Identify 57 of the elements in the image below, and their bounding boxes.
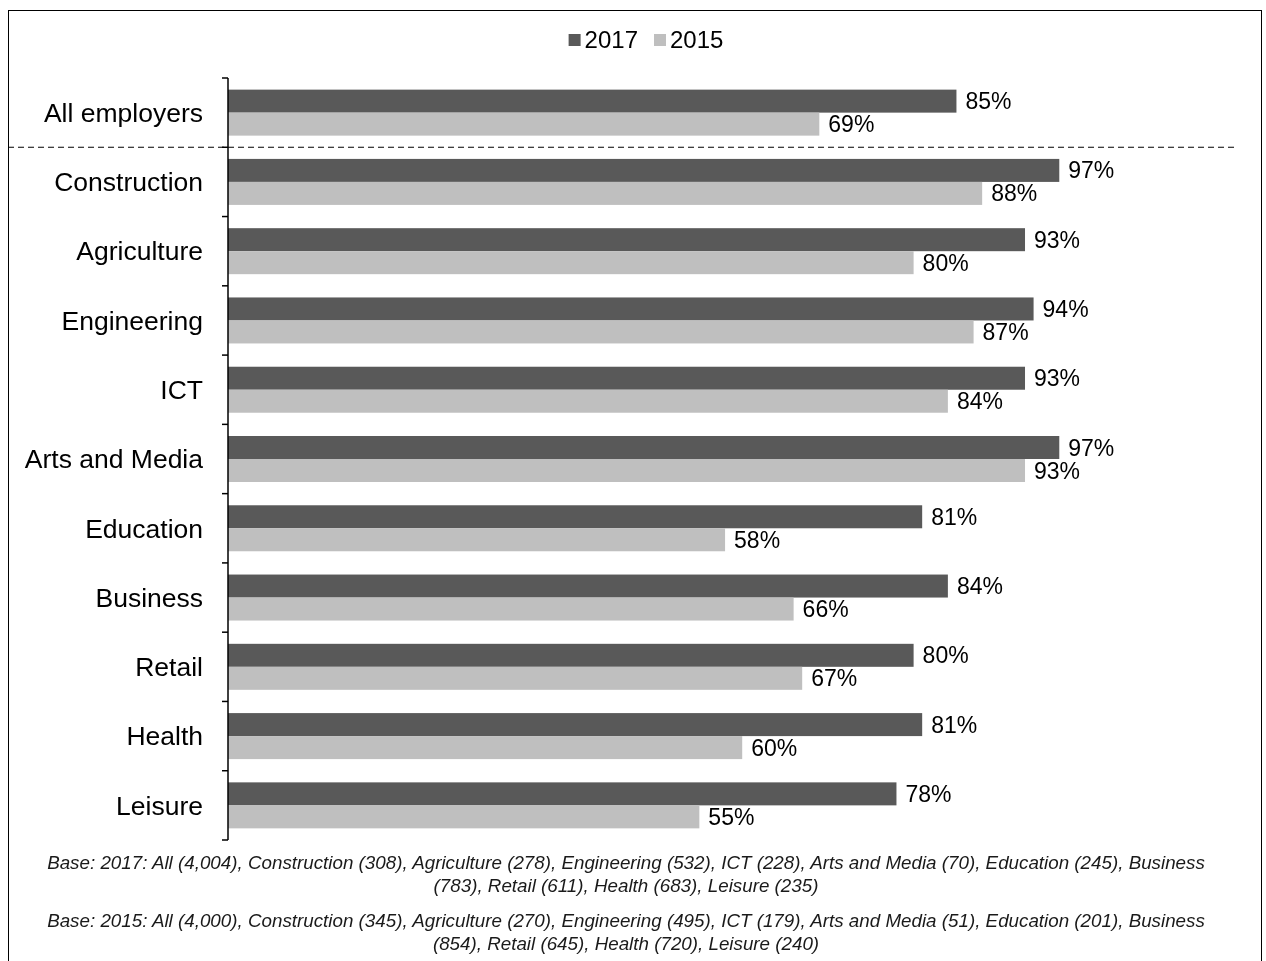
data-label: 69% <box>828 111 875 138</box>
data-label: 66% <box>802 596 849 623</box>
bar <box>228 597 794 621</box>
data-label: 93% <box>1034 226 1081 253</box>
bar <box>228 574 948 598</box>
data-label: 55% <box>708 803 755 830</box>
bar <box>228 436 1060 459</box>
data-label: 84% <box>956 573 1003 600</box>
bar <box>228 181 983 205</box>
bar <box>228 158 1060 182</box>
y-tick-label: All employers <box>43 97 203 128</box>
y-tick-label: Retail <box>135 652 203 683</box>
data-label: 81% <box>931 503 978 530</box>
y-tick-label: Agriculture <box>76 236 203 267</box>
bar <box>228 89 957 113</box>
y-tick-label: Health <box>126 721 203 752</box>
bar <box>228 320 974 344</box>
data-label: 67% <box>811 665 858 692</box>
data-label: 87% <box>982 319 1029 345</box>
bar <box>228 112 820 136</box>
data-label: 88% <box>991 180 1038 207</box>
y-tick-label: Construction <box>54 167 203 198</box>
data-label: 80% <box>922 642 969 669</box>
bar <box>228 805 700 829</box>
data-label: 78% <box>905 780 952 807</box>
y-tick-label: Education <box>85 513 203 544</box>
bar <box>228 528 726 552</box>
bar <box>228 251 914 275</box>
text: Base: 2017: All (4,004), Construction (308), Agriculture (278), Engineering (532), ICT (228), Arts and Media (70), Education (245), Business (783), Retail (611), Health (683), Leisure (235) <box>46 851 1206 897</box>
bar <box>228 782 897 806</box>
bar <box>228 666 803 690</box>
legend-label: 2017 <box>584 26 638 54</box>
data-label: 81% <box>931 711 978 738</box>
data-label: 80% <box>922 249 969 276</box>
data-label: 93% <box>1034 365 1081 392</box>
bar <box>228 505 923 529</box>
bar <box>228 643 914 667</box>
text: Base: 2015: All (4,000), Construction (345), Agriculture (270), Engineering (495), ICT (179), Arts and Media (51), Education (201), Business (854), Retail (645), Health (720), Leisure (240) <box>46 909 1206 955</box>
bar <box>228 713 923 737</box>
bar <box>228 389 948 413</box>
bar <box>228 459 1026 482</box>
data-label: 60% <box>751 734 798 761</box>
data-label: 58% <box>734 526 781 553</box>
y-tick-label: ICT <box>160 375 203 405</box>
y-tick-label: Business <box>95 582 203 613</box>
y-tick-label: Arts and Media <box>24 444 204 475</box>
data-label: 94% <box>1042 296 1089 323</box>
bar <box>228 366 1026 390</box>
data-label: 97% <box>1068 157 1115 184</box>
bar <box>228 297 1034 321</box>
data-label: 85% <box>965 88 1012 115</box>
y-tick-label: Engineering <box>61 305 203 336</box>
legend-label: 2015 <box>670 26 724 54</box>
bar <box>228 228 1026 252</box>
data-label: 84% <box>956 388 1003 415</box>
y-tick-label: Leisure <box>116 790 203 821</box>
bar <box>228 736 743 760</box>
